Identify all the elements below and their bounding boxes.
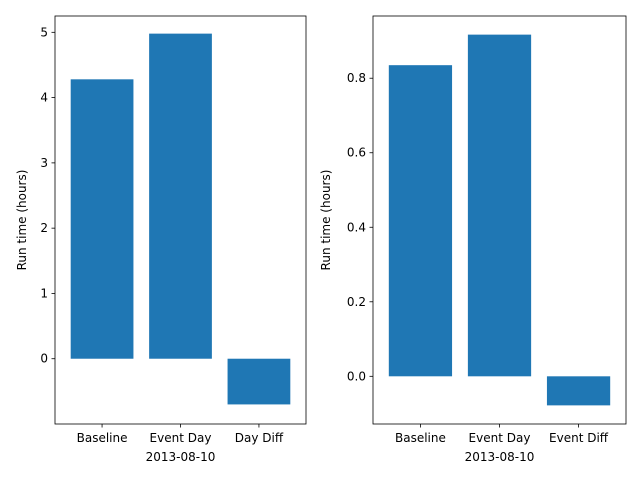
y-tick-label: 1 — [40, 286, 48, 300]
y-tick-label: 0.2 — [347, 295, 366, 309]
bar-1 — [388, 65, 453, 377]
y-tick-label: 4 — [40, 91, 48, 105]
y-axis-label: Run time (hours) — [15, 170, 29, 271]
bar-1 — [70, 79, 134, 359]
x-tick-label: Baseline — [395, 431, 446, 445]
x-tick-label: Baseline — [77, 431, 128, 445]
x-tick-label: Day Diff — [235, 431, 284, 445]
bar-2 — [149, 33, 212, 359]
x-axis-label: 2013-08-10 — [465, 450, 535, 464]
y-tick-label: 0.0 — [347, 369, 366, 383]
bar-2 — [467, 34, 532, 377]
x-tick-label: Event Day — [469, 431, 531, 445]
chart-left: 0 1 2 3 4 5 Baseline Event Day Day Diff 2013-08-1… — [15, 15, 307, 464]
y-tick-label: 0.8 — [347, 71, 366, 85]
y-tick-label: 0.4 — [347, 220, 366, 234]
y-tick-label: 0 — [40, 352, 48, 366]
chart-right: 0.0 0.2 0.4 0.6 0.8 Baseline Event Day Event Di… — [319, 15, 627, 464]
x-axis-label: 2013-08-10 — [146, 450, 216, 464]
y-tick-label: 0.6 — [347, 146, 366, 160]
y-axis-label: Run time (hours) — [319, 170, 333, 271]
bar-3 — [227, 358, 291, 405]
bar-3 — [546, 376, 611, 406]
y-tick-label: 3 — [40, 156, 48, 170]
x-tick-label: Event Day — [150, 431, 212, 445]
y-tick-label: 2 — [40, 221, 48, 235]
y-tick-label: 5 — [40, 25, 48, 39]
x-tick-label: Event Diff — [549, 431, 609, 445]
